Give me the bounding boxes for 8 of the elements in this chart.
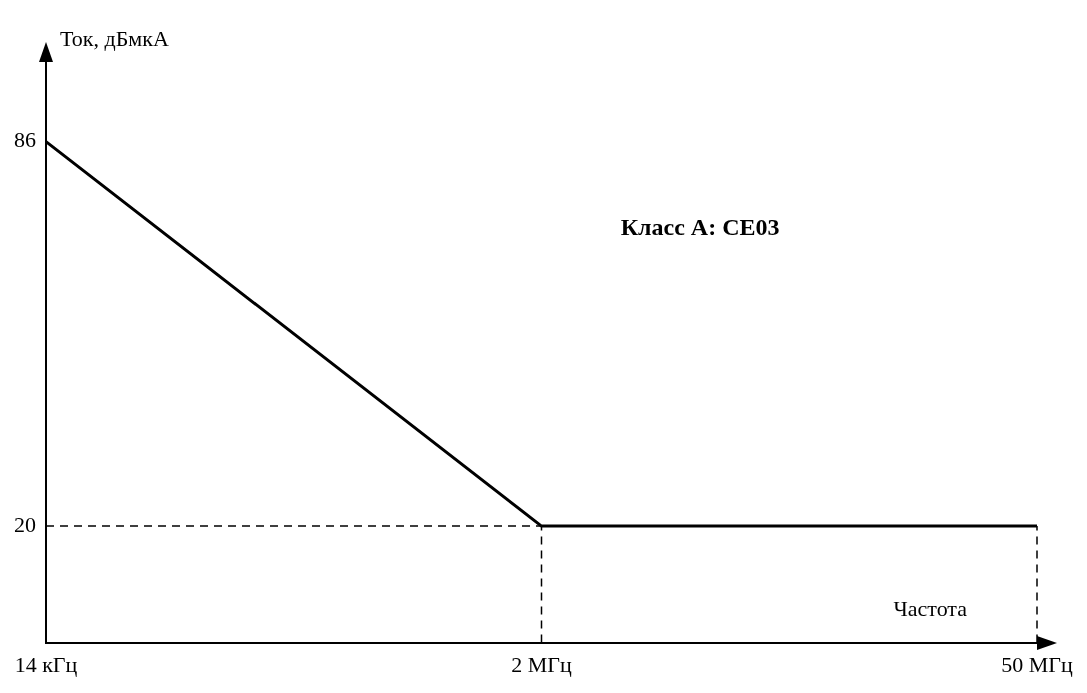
annotation: Класс А: СЕ03 [620, 214, 780, 241]
y-tick-label: 20 [14, 511, 36, 537]
x-tick-label: 14 кГц [14, 651, 78, 677]
y-tick-label: 86 [14, 127, 36, 153]
x-tick-label: 50 МГц [1001, 651, 1073, 677]
x-axis-title: Частота [893, 596, 968, 622]
y-axis-title: Ток, дБмкА [60, 25, 169, 51]
x-tick-label: 2 МГц [511, 651, 572, 677]
